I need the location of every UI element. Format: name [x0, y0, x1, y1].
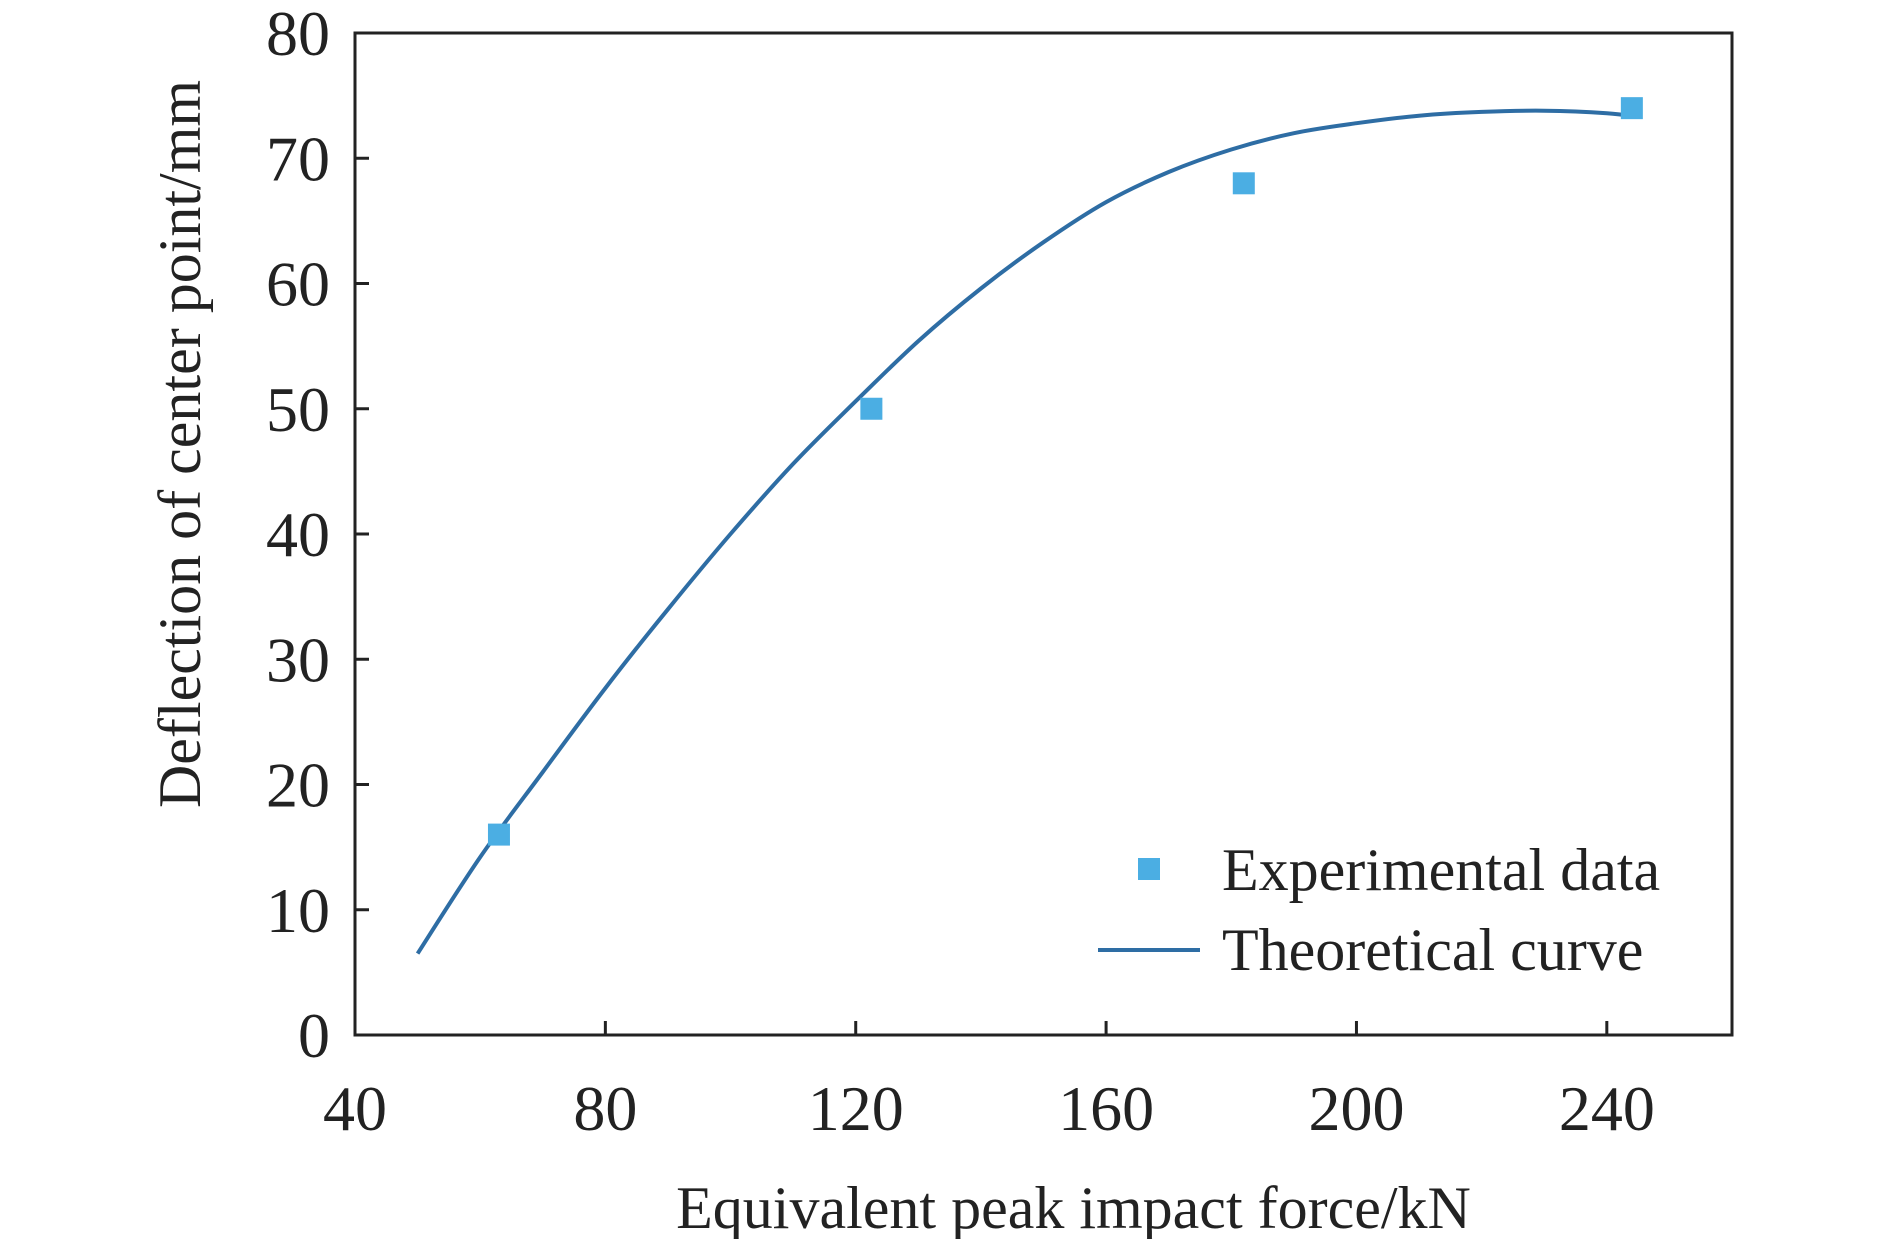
- x-tick-label: 120: [808, 1073, 904, 1144]
- y-tick-label: 10: [266, 875, 330, 946]
- y-axis-label: Deflection of center point/mm: [147, 80, 213, 808]
- experimental-data-point: [1620, 97, 1643, 120]
- experimental-data-point: [1232, 172, 1255, 195]
- experimental-data-point: [860, 397, 883, 420]
- y-tick-label: 30: [266, 624, 330, 695]
- x-tick-label: 200: [1308, 1073, 1404, 1144]
- x-axis-label: Equivalent peak impact force/kN: [676, 1175, 1471, 1239]
- x-axis-ticks: 40 80 120 160 200 240: [323, 1021, 1655, 1144]
- y-tick-label: 20: [266, 750, 330, 821]
- series-layer: [415, 97, 1643, 955]
- y-tick-label: 80: [266, 0, 330, 69]
- legend: Experimental data Theoretical curve: [1098, 837, 1660, 983]
- y-tick-label: 50: [266, 374, 330, 445]
- y-tick-label: 60: [266, 249, 330, 320]
- y-tick-label: 0: [298, 1000, 330, 1071]
- x-tick-label: 240: [1559, 1073, 1655, 1144]
- x-tick-label: 160: [1058, 1073, 1154, 1144]
- theoretical-curve-line: [415, 108, 1639, 955]
- x-tick-label: 40: [323, 1073, 387, 1144]
- experimental-data-point: [487, 823, 510, 846]
- y-axis-ticks: 0 10 20 30 40 50 60 70 80: [266, 0, 369, 1071]
- y-tick-label: 40: [266, 499, 330, 570]
- y-tick-label: 70: [266, 123, 330, 194]
- x-tick-label: 80: [573, 1073, 637, 1144]
- legend-marker-experimental: [1138, 858, 1160, 880]
- legend-label-experimental: Experimental data: [1222, 837, 1660, 903]
- legend-label-theoretical: Theoretical curve: [1222, 917, 1643, 983]
